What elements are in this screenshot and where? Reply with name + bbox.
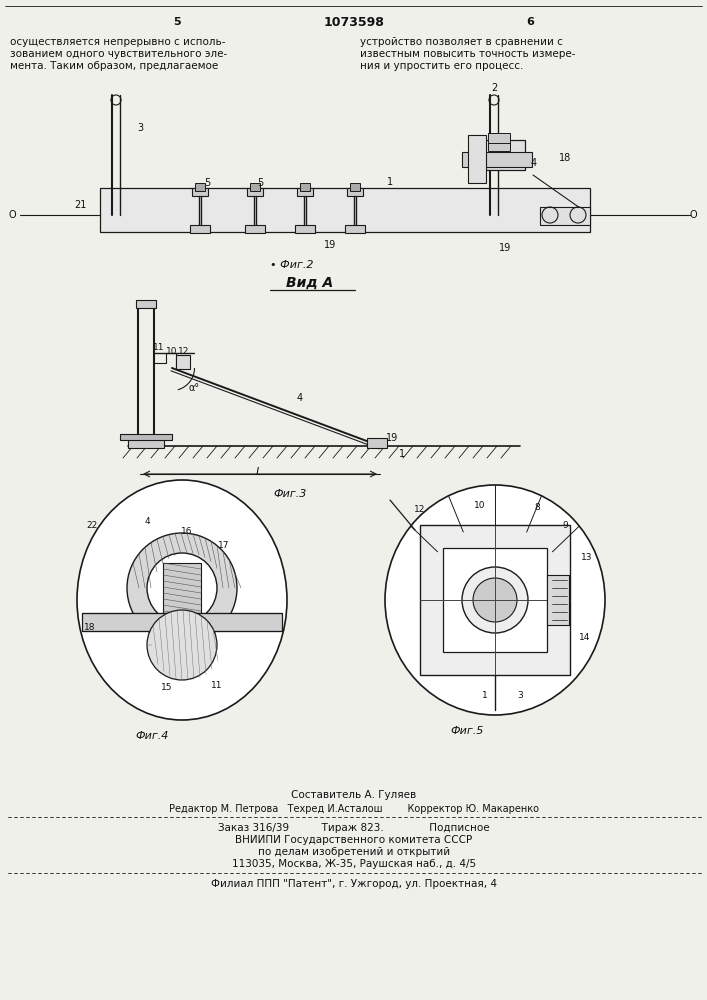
Bar	[190, 225, 210, 233]
Text: Редактор М. Петрова   Техред И.Асталош        Корректор Ю. Макаренко: Редактор М. Петрова Техред И.Асталош Кор…	[169, 804, 539, 814]
Text: 10: 10	[166, 347, 177, 356]
Bar	[295, 225, 315, 233]
Text: 4: 4	[297, 393, 303, 403]
Text: осуществляется непрерывно с исполь-: осуществляется непрерывно с исполь-	[10, 37, 226, 47]
Text: Фиг.3: Фиг.3	[274, 489, 307, 499]
Text: 6: 6	[526, 17, 534, 27]
Text: Филиал ППП "Патент", г. Ужгород, ул. Проектная, 4: Филиал ППП "Патент", г. Ужгород, ул. Про…	[211, 879, 497, 889]
Bar	[192, 188, 208, 196]
Ellipse shape	[385, 485, 605, 715]
Bar	[462, 152, 532, 167]
Text: 10: 10	[474, 500, 486, 510]
Text: α°: α°	[189, 383, 199, 393]
Text: 14: 14	[579, 634, 590, 643]
Text: 8: 8	[534, 504, 540, 512]
Text: 3: 3	[517, 690, 523, 700]
Bar	[120, 434, 172, 440]
Text: по делам изобретений и открытий: по делам изобретений и открытий	[258, 847, 450, 857]
Bar	[443, 548, 547, 652]
Bar	[488, 143, 510, 151]
Text: 17: 17	[218, 540, 230, 550]
Text: 15: 15	[161, 684, 173, 692]
Ellipse shape	[77, 480, 287, 720]
Circle shape	[473, 578, 517, 622]
Bar	[547, 575, 569, 625]
Text: 5: 5	[257, 178, 263, 188]
Text: Фиг.4: Фиг.4	[135, 731, 169, 741]
Text: Составитель А. Гуляев: Составитель А. Гуляев	[291, 790, 416, 800]
Bar	[470, 140, 525, 170]
Text: Заказ 316/39          Тираж 823.              Подписное: Заказ 316/39 Тираж 823. Подписное	[218, 823, 490, 833]
Text: 18: 18	[84, 624, 95, 633]
Text: Вид A: Вид A	[286, 276, 334, 290]
Bar	[195, 183, 205, 191]
Text: 1: 1	[387, 177, 393, 187]
Bar	[347, 188, 363, 196]
Bar	[468, 135, 486, 183]
Text: 113035, Москва, Ж-35, Раушская наб., д. 4/5: 113035, Москва, Ж-35, Раушская наб., д. …	[232, 859, 476, 869]
Text: 4: 4	[144, 518, 150, 526]
Text: 19: 19	[324, 240, 336, 250]
Text: зованием одного чувствительного эле-: зованием одного чувствительного эле-	[10, 49, 227, 59]
Text: 5: 5	[204, 178, 210, 188]
Text: Фиг.5: Фиг.5	[450, 726, 484, 736]
Text: 13: 13	[581, 554, 592, 562]
Circle shape	[462, 567, 528, 633]
Bar	[100, 188, 590, 232]
Text: 11: 11	[211, 680, 223, 690]
Text: известным повысить точность измере-: известным повысить точность измере-	[360, 49, 575, 59]
Text: 9: 9	[562, 520, 568, 530]
Bar	[163, 563, 201, 613]
Text: 21: 21	[74, 200, 86, 210]
Bar	[345, 225, 365, 233]
Bar	[136, 300, 156, 308]
Bar	[350, 183, 360, 191]
Bar	[250, 183, 260, 191]
Text: 1073598: 1073598	[324, 15, 385, 28]
Text: ВНИИПИ Государственного комитета СССР: ВНИИПИ Государственного комитета СССР	[235, 835, 472, 845]
Text: 22: 22	[86, 520, 98, 530]
Text: 19: 19	[499, 243, 511, 253]
Text: 5: 5	[173, 17, 181, 27]
Bar	[367, 438, 387, 448]
Bar	[540, 207, 590, 225]
Text: 12: 12	[414, 506, 426, 514]
Text: 1: 1	[399, 449, 405, 459]
Text: 19: 19	[386, 433, 398, 443]
Bar	[247, 188, 263, 196]
Text: 11: 11	[153, 342, 165, 352]
Bar	[488, 133, 510, 145]
Text: 12: 12	[178, 347, 189, 356]
Bar	[176, 355, 190, 369]
Text: 1: 1	[482, 690, 488, 700]
Text: 3: 3	[137, 123, 143, 133]
Text: ния и упростить его процесс.: ния и упростить его процесс.	[360, 61, 523, 71]
Text: мента. Таким образом, предлагаемое: мента. Таким образом, предлагаемое	[10, 61, 218, 71]
Text: L: L	[256, 467, 262, 477]
Text: 16: 16	[181, 528, 193, 536]
Text: O: O	[689, 210, 697, 220]
Circle shape	[147, 553, 217, 623]
Bar	[245, 225, 265, 233]
Bar	[128, 438, 164, 448]
Text: устройство позволяет в сравнении с: устройство позволяет в сравнении с	[360, 37, 563, 47]
Bar	[300, 183, 310, 191]
Bar	[420, 525, 570, 675]
Text: 4: 4	[531, 158, 537, 168]
Text: O: O	[8, 210, 16, 220]
Circle shape	[147, 610, 217, 680]
Text: 2: 2	[491, 83, 497, 93]
Circle shape	[127, 533, 237, 643]
Bar	[297, 188, 313, 196]
Text: • Фиг.2: • Фиг.2	[270, 260, 313, 270]
Text: 18: 18	[559, 153, 571, 163]
Bar	[82, 613, 282, 631]
